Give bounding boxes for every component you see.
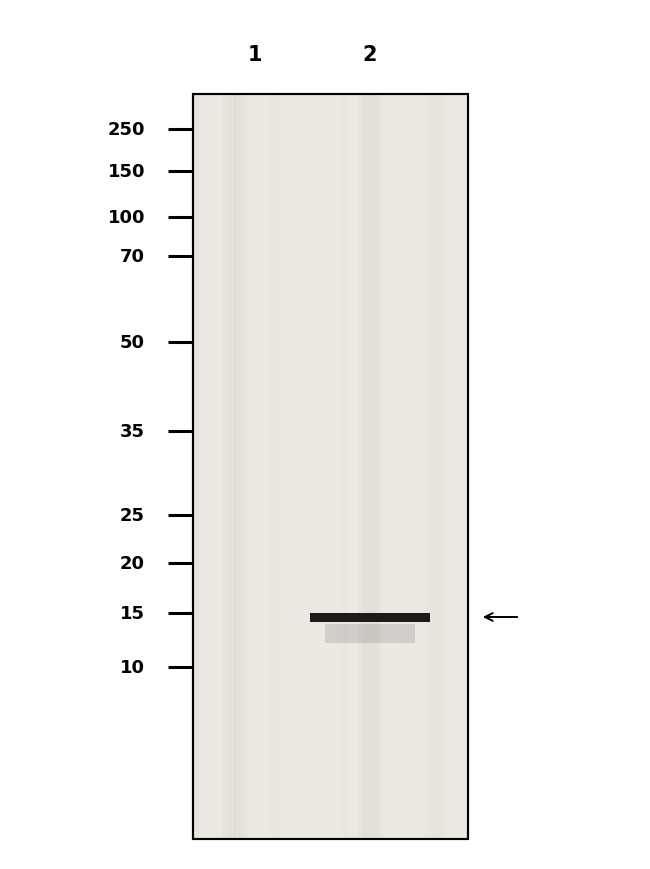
Bar	[193, 95, 468, 839]
Text: 1: 1	[248, 45, 262, 65]
Text: 150: 150	[107, 163, 145, 181]
Text: 10: 10	[120, 658, 145, 676]
Text: 50: 50	[120, 334, 145, 352]
Text: 70: 70	[120, 248, 145, 266]
Bar	[325, 625, 415, 644]
Bar	[193, 95, 468, 839]
Text: 25: 25	[120, 507, 145, 524]
Text: 15: 15	[120, 604, 145, 622]
Text: 250: 250	[107, 121, 145, 139]
Text: 100: 100	[107, 209, 145, 227]
Text: 2: 2	[363, 45, 377, 65]
Bar	[310, 613, 430, 622]
Text: 20: 20	[120, 554, 145, 573]
Text: 35: 35	[120, 422, 145, 441]
